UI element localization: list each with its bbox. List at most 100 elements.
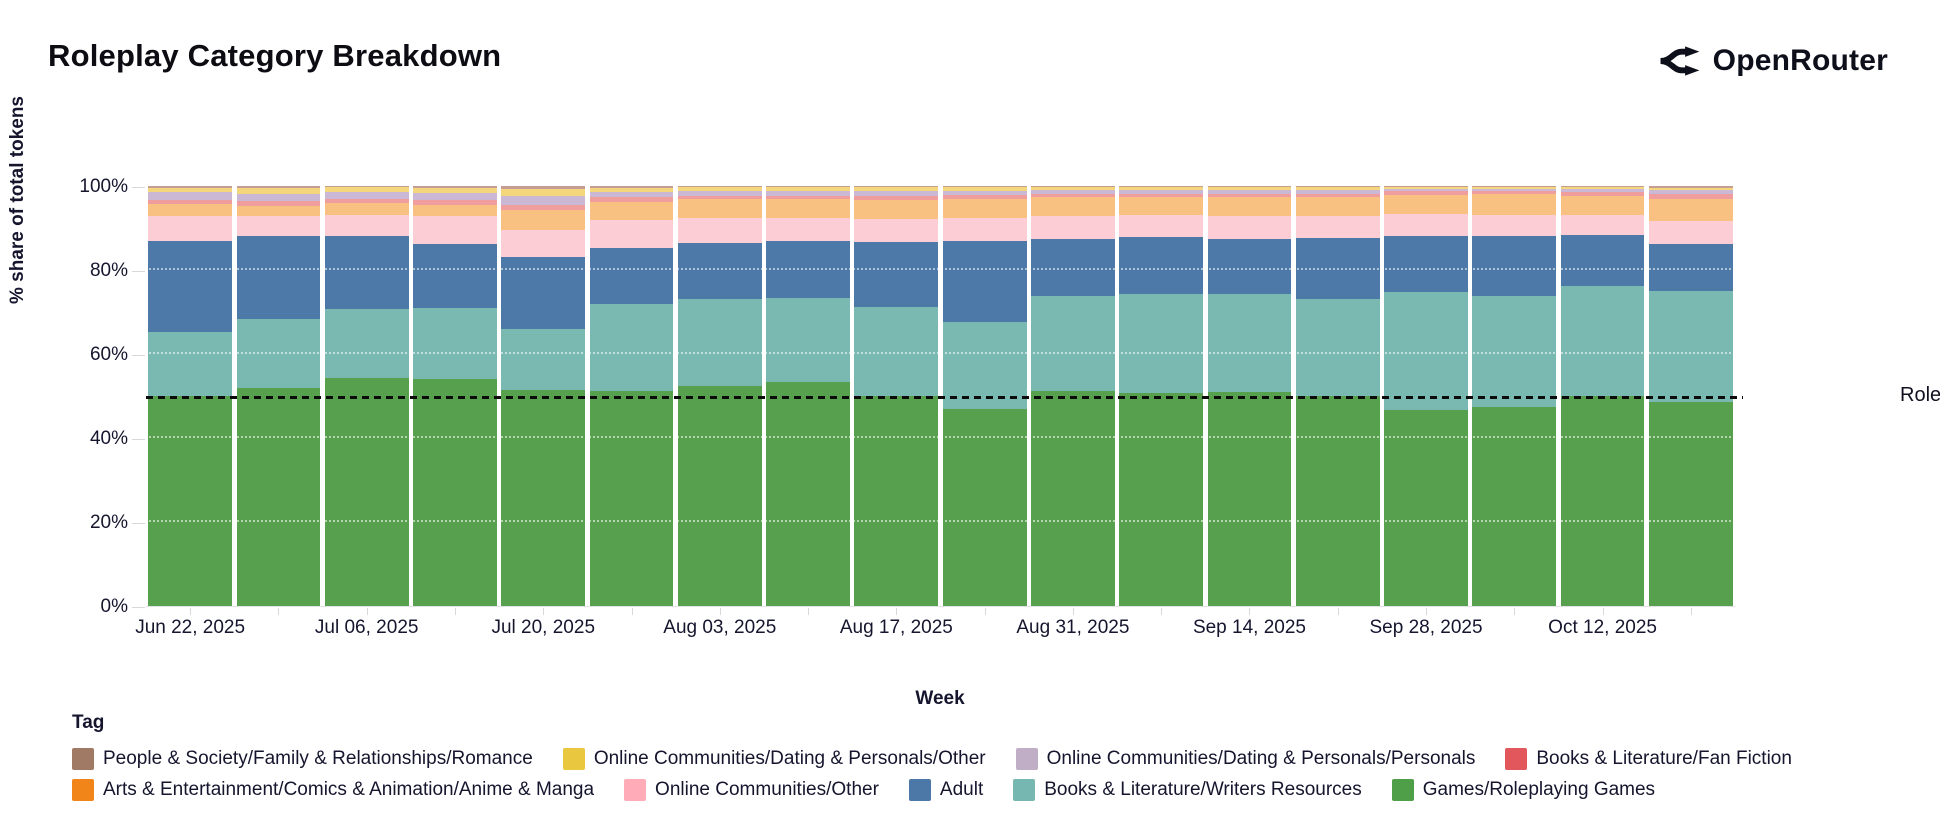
segment[interactable] — [324, 377, 409, 606]
segment[interactable] — [1648, 401, 1733, 606]
segment[interactable] — [1119, 186, 1204, 188]
segment[interactable] — [1031, 390, 1115, 606]
segment[interactable] — [589, 304, 674, 391]
segment[interactable] — [1031, 190, 1115, 194]
segment[interactable] — [854, 187, 939, 192]
segment[interactable] — [324, 203, 409, 215]
segment[interactable] — [1472, 188, 1557, 192]
segment[interactable] — [854, 218, 939, 242]
segment[interactable] — [1560, 396, 1645, 606]
segment[interactable] — [1384, 194, 1468, 215]
segment[interactable] — [501, 204, 586, 210]
segment[interactable] — [1560, 195, 1645, 215]
segment[interactable] — [1207, 215, 1292, 239]
segment[interactable] — [413, 379, 497, 606]
segment[interactable] — [501, 188, 586, 197]
segment[interactable] — [677, 195, 762, 200]
segment[interactable] — [1472, 235, 1557, 297]
segment[interactable] — [589, 390, 674, 606]
segment[interactable] — [1119, 215, 1204, 237]
segment[interactable] — [148, 187, 233, 192]
segment[interactable] — [677, 187, 762, 192]
segment[interactable] — [1472, 214, 1557, 236]
segment[interactable] — [1295, 197, 1380, 216]
segment[interactable] — [1295, 215, 1380, 239]
segment[interactable] — [766, 382, 850, 606]
segment[interactable] — [766, 199, 850, 218]
segment[interactable] — [1207, 238, 1292, 294]
segment[interactable] — [236, 187, 321, 194]
segment[interactable] — [1295, 396, 1380, 606]
segment[interactable] — [324, 214, 409, 236]
segment[interactable] — [148, 186, 233, 188]
segment[interactable] — [677, 186, 762, 188]
segment[interactable] — [1648, 186, 1733, 188]
segment[interactable] — [413, 186, 497, 188]
segment[interactable] — [236, 235, 321, 320]
segment[interactable] — [1472, 191, 1557, 195]
segment[interactable] — [1119, 189, 1204, 194]
segment[interactable] — [236, 193, 321, 202]
segment[interactable] — [1295, 298, 1380, 396]
segment[interactable] — [1295, 238, 1380, 299]
segment[interactable] — [324, 309, 409, 378]
segment[interactable] — [766, 187, 850, 192]
segment[interactable] — [1031, 238, 1115, 296]
segment[interactable] — [1119, 236, 1204, 294]
segment[interactable] — [766, 298, 850, 383]
segment[interactable] — [1472, 187, 1557, 189]
segment[interactable] — [677, 385, 762, 606]
segment[interactable] — [677, 199, 762, 219]
segment[interactable] — [1031, 295, 1115, 391]
segment[interactable] — [1384, 214, 1468, 236]
segment[interactable] — [148, 204, 233, 217]
segment[interactable] — [589, 187, 674, 193]
segment[interactable] — [589, 186, 674, 188]
segment[interactable] — [148, 240, 233, 332]
segment[interactable] — [236, 387, 321, 606]
segment[interactable] — [148, 216, 233, 241]
segment[interactable] — [324, 199, 409, 204]
segment[interactable] — [501, 186, 586, 189]
segment[interactable] — [766, 191, 850, 196]
segment[interactable] — [413, 204, 497, 216]
segment[interactable] — [1119, 196, 1204, 216]
segment[interactable] — [1384, 186, 1468, 188]
segment[interactable] — [854, 396, 939, 606]
segment[interactable] — [236, 186, 321, 188]
segment[interactable] — [1648, 243, 1733, 291]
segment[interactable] — [324, 186, 409, 188]
segment[interactable] — [942, 187, 1027, 191]
segment[interactable] — [324, 235, 409, 310]
segment[interactable] — [1560, 214, 1645, 236]
segment[interactable] — [942, 217, 1027, 242]
segment[interactable] — [413, 308, 497, 380]
segment[interactable] — [589, 247, 674, 305]
segment[interactable] — [1560, 187, 1645, 190]
segment[interactable] — [942, 241, 1027, 322]
segment[interactable] — [677, 218, 762, 243]
segment[interactable] — [148, 191, 233, 200]
segment[interactable] — [236, 215, 321, 236]
segment[interactable] — [1648, 199, 1733, 221]
segment[interactable] — [501, 257, 586, 329]
segment[interactable] — [1384, 235, 1468, 292]
segment[interactable] — [942, 199, 1027, 218]
segment[interactable] — [1207, 197, 1292, 216]
segment[interactable] — [148, 199, 233, 205]
segment[interactable] — [1384, 188, 1468, 192]
segment[interactable] — [1295, 187, 1380, 191]
segment[interactable] — [413, 243, 497, 309]
segment[interactable] — [1207, 190, 1292, 194]
segment[interactable] — [677, 299, 762, 386]
segment[interactable] — [501, 230, 586, 258]
segment[interactable] — [1384, 187, 1468, 189]
segment[interactable] — [1207, 293, 1292, 392]
segment[interactable] — [1472, 406, 1557, 606]
segment[interactable] — [413, 193, 497, 201]
segment[interactable] — [501, 389, 586, 606]
segment[interactable] — [1295, 186, 1380, 188]
segment[interactable] — [1648, 190, 1733, 195]
segment[interactable] — [589, 220, 674, 248]
segment[interactable] — [1031, 197, 1115, 216]
